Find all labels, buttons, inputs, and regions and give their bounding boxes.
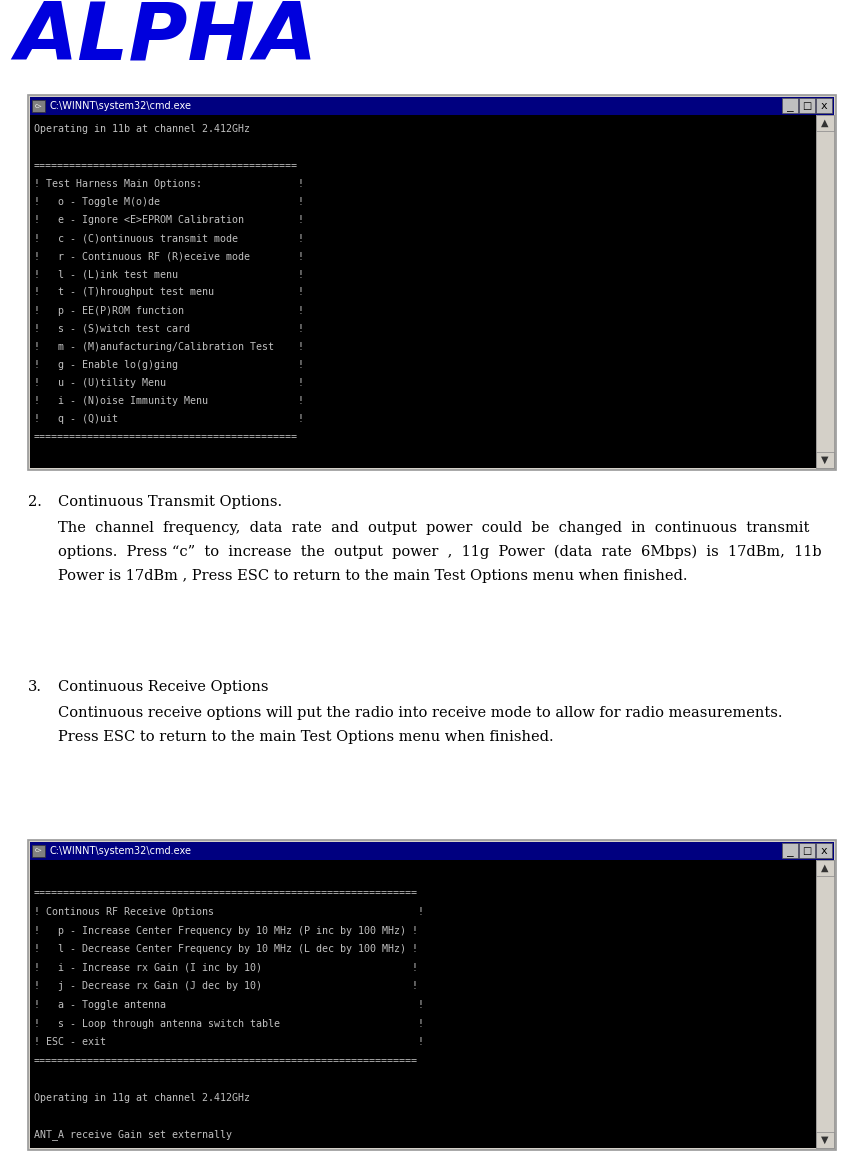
Text: ALPHA: ALPHA: [15, 0, 317, 77]
Text: ================================================================: ========================================…: [34, 888, 418, 899]
Text: !   g - Enable lo(g)ging                    !: ! g - Enable lo(g)ging !: [34, 359, 304, 370]
Text: C>: C>: [35, 104, 42, 109]
Text: Power is 17dBm , Press ESC to return to the main Test Options menu when finished: Power is 17dBm , Press ESC to return to …: [58, 569, 688, 584]
FancyBboxPatch shape: [30, 860, 816, 1148]
FancyBboxPatch shape: [816, 860, 834, 876]
Text: Press ESC to return to the main Test Options menu when finished.: Press ESC to return to the main Test Opt…: [58, 731, 553, 745]
Text: x: x: [821, 846, 827, 857]
Text: 2.: 2.: [28, 495, 42, 509]
Text: x: x: [821, 102, 827, 111]
Text: Continuous Receive Options: Continuous Receive Options: [58, 680, 268, 694]
FancyBboxPatch shape: [816, 98, 832, 113]
FancyBboxPatch shape: [799, 98, 815, 113]
Text: ▲: ▲: [821, 118, 829, 128]
Text: !   r - Continuous RF (R)eceive mode        !: ! r - Continuous RF (R)eceive mode !: [34, 251, 304, 261]
Text: !   s - Loop through antenna switch table                       !: ! s - Loop through antenna switch table …: [34, 1019, 424, 1028]
Text: □: □: [803, 846, 811, 857]
FancyBboxPatch shape: [816, 1132, 834, 1148]
Text: Continuous receive options will put the radio into receive mode to allow for rad: Continuous receive options will put the …: [58, 706, 783, 720]
Text: options.  Press “c”  to  increase  the  output  power  ,  11g  Power  (data  rat: options. Press “c” to increase the outpu…: [58, 545, 822, 559]
Text: !   l - Decrease Center Frequency by 10 MHz (L dec by 100 MHz) !: ! l - Decrease Center Frequency by 10 MH…: [34, 944, 418, 955]
FancyBboxPatch shape: [799, 843, 815, 858]
Text: ▼: ▼: [821, 455, 829, 464]
Text: !   u - (U)tility Menu                      !: ! u - (U)tility Menu !: [34, 378, 304, 387]
Text: !   i - (N)oise Immunity Menu               !: ! i - (N)oise Immunity Menu !: [34, 396, 304, 406]
Text: ANT_A receive Gain set externally: ANT_A receive Gain set externally: [34, 1130, 232, 1140]
Text: Operating in 11g at channel 2.412GHz: Operating in 11g at channel 2.412GHz: [34, 1092, 250, 1103]
Text: !   i - Increase rx Gain (I inc by 10)                         !: ! i - Increase rx Gain (I inc by 10) !: [34, 963, 418, 973]
Text: ! Test Harness Main Options:                !: ! Test Harness Main Options: !: [34, 179, 304, 189]
Text: The  channel  frequency,  data  rate  and  output  power  could  be  changed  in: The channel frequency, data rate and out…: [58, 520, 810, 534]
Text: 3.: 3.: [28, 680, 42, 694]
Text: !   p - Increase Center Frequency by 10 MHz (P inc by 100 MHz) !: ! p - Increase Center Frequency by 10 MH…: [34, 925, 418, 936]
Text: !   o - Toggle M(o)de                       !: ! o - Toggle M(o)de !: [34, 197, 304, 207]
FancyBboxPatch shape: [30, 116, 816, 468]
FancyBboxPatch shape: [32, 845, 45, 857]
Text: _: _: [786, 102, 793, 112]
FancyBboxPatch shape: [28, 95, 836, 470]
Text: □: □: [803, 102, 811, 111]
FancyBboxPatch shape: [816, 116, 834, 468]
Text: !   a - Toggle antenna                                          !: ! a - Toggle antenna !: [34, 1000, 424, 1009]
Text: C>: C>: [35, 848, 42, 853]
FancyBboxPatch shape: [782, 98, 798, 113]
Text: C:\WINNT\system32\cmd.exe: C:\WINNT\system32\cmd.exe: [50, 846, 192, 857]
FancyBboxPatch shape: [816, 116, 834, 131]
FancyBboxPatch shape: [816, 860, 834, 1148]
Text: !   m - (M)anufacturing/Calibration Test    !: ! m - (M)anufacturing/Calibration Test !: [34, 342, 304, 351]
Text: !   l - (L)ink test menu                    !: ! l - (L)ink test menu !: [34, 270, 304, 279]
FancyBboxPatch shape: [28, 840, 836, 1149]
Text: !   j - Decrease rx Gain (J dec by 10)                         !: ! j - Decrease rx Gain (J dec by 10) !: [34, 981, 418, 991]
Text: !   t - (T)hroughput test menu              !: ! t - (T)hroughput test menu !: [34, 287, 304, 298]
Text: ============================================: ========================================…: [34, 432, 298, 442]
FancyBboxPatch shape: [816, 843, 832, 858]
Text: !   c - (C)ontinuous transmit mode          !: ! c - (C)ontinuous transmit mode !: [34, 233, 304, 243]
FancyBboxPatch shape: [32, 100, 45, 112]
FancyBboxPatch shape: [30, 97, 834, 116]
Text: ! ESC - exit                                                    !: ! ESC - exit !: [34, 1037, 424, 1047]
Text: Operating in 11b at channel 2.412GHz: Operating in 11b at channel 2.412GHz: [34, 125, 250, 134]
Text: ▲: ▲: [821, 864, 829, 873]
Text: !   q - (Q)uit                              !: ! q - (Q)uit !: [34, 414, 304, 424]
Text: !   e - Ignore <E>EPROM Calibration         !: ! e - Ignore <E>EPROM Calibration !: [34, 215, 304, 225]
Text: ▼: ▼: [821, 1135, 829, 1145]
Text: _: _: [786, 847, 793, 857]
Text: Continuous Transmit Options.: Continuous Transmit Options.: [58, 495, 282, 509]
FancyBboxPatch shape: [30, 843, 834, 860]
Text: !   s - (S)witch test card                  !: ! s - (S)witch test card !: [34, 323, 304, 334]
FancyBboxPatch shape: [782, 843, 798, 858]
Text: ================================================================: ========================================…: [34, 1056, 418, 1065]
Text: C:\WINNT\system32\cmd.exe: C:\WINNT\system32\cmd.exe: [50, 102, 192, 111]
Text: ! Continous RF Receive Options                                  !: ! Continous RF Receive Options !: [34, 907, 424, 917]
FancyBboxPatch shape: [816, 452, 834, 468]
Text: !   p - EE(P)ROM function                   !: ! p - EE(P)ROM function !: [34, 306, 304, 315]
Text: ============================================: ========================================…: [34, 161, 298, 170]
